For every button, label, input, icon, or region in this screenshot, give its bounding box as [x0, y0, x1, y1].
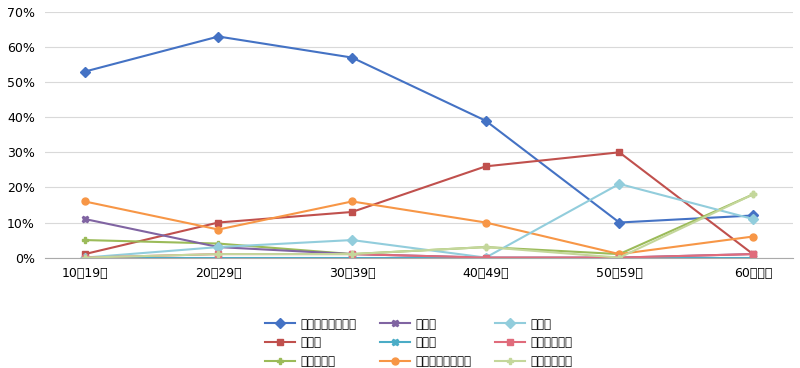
転　勤	[481, 164, 490, 169]
Line: 交通の利便性: 交通の利便性	[82, 251, 756, 261]
Legend: 就職・転職・転業, 転　勤, 退職・廣業, 就　学, 卒　業, 結婚・離婚・縁組, 住　宅, 交通の利便性, 生活の利便性: 就職・転職・転業, 転 勤, 退職・廣業, 就 学, 卒 業, 結婚・離婚・縁組…	[265, 318, 573, 368]
退職・廣業	[347, 252, 357, 256]
転　勤	[748, 252, 758, 256]
卒　業	[80, 255, 90, 260]
Line: 生活の利便性: 生活の利便性	[82, 191, 757, 261]
結婚・離婚・縁組	[214, 227, 223, 232]
転　勤	[80, 252, 90, 256]
卒　業	[347, 255, 357, 260]
交通の利便性	[614, 255, 624, 260]
就職・転職・転業	[748, 213, 758, 218]
住　宅	[614, 182, 624, 186]
就　学	[614, 255, 624, 260]
生活の利便性	[214, 252, 223, 256]
就職・転職・転業	[481, 118, 490, 123]
退職・廣業	[80, 238, 90, 242]
生活の利便性	[347, 252, 357, 256]
就職・転職・転業	[80, 70, 90, 74]
卒　業	[481, 255, 490, 260]
退職・廣業	[214, 241, 223, 246]
退職・廣業	[614, 252, 624, 256]
生活の利便性	[481, 245, 490, 249]
就職・転職・転業	[347, 55, 357, 60]
就　学	[347, 252, 357, 256]
結婚・離婚・縁組	[481, 220, 490, 225]
就　学	[80, 217, 90, 221]
Line: 卒　業: 卒 業	[82, 254, 757, 261]
Line: 転　勤: 転 勤	[82, 149, 757, 258]
交通の利便性	[347, 252, 357, 256]
住　宅	[347, 238, 357, 242]
結婚・離婚・縁組	[748, 234, 758, 239]
Line: 就　学: 就 学	[82, 216, 757, 261]
結婚・離婚・縁組	[347, 199, 357, 204]
Line: 退職・廣業: 退職・廣業	[82, 191, 757, 258]
Line: 住　宅: 住 宅	[82, 180, 757, 261]
交通の利便性	[481, 255, 490, 260]
結婚・離婚・縁組	[80, 199, 90, 204]
交通の利便性	[80, 255, 90, 260]
転　勤	[214, 220, 223, 225]
生活の利便性	[614, 255, 624, 260]
就　学	[214, 245, 223, 249]
就職・転職・転業	[214, 34, 223, 39]
卒　業	[614, 255, 624, 260]
就職・転職・転業	[614, 220, 624, 225]
生活の利便性	[748, 192, 758, 197]
生活の利便性	[80, 255, 90, 260]
就　学	[748, 252, 758, 256]
住　宅	[481, 255, 490, 260]
住　宅	[214, 245, 223, 249]
住　宅	[748, 217, 758, 221]
Line: 結婚・離婚・縁組: 結婚・離婚・縁組	[82, 198, 757, 258]
卒　業	[214, 255, 223, 260]
卒　業	[748, 255, 758, 260]
交通の利便性	[748, 252, 758, 256]
退職・廣業	[481, 245, 490, 249]
住　宅	[80, 255, 90, 260]
結婚・離婚・縁組	[614, 252, 624, 256]
就　学	[481, 255, 490, 260]
退職・廣業	[748, 192, 758, 197]
転　勤	[614, 150, 624, 155]
Line: 就職・転職・転業: 就職・転職・転業	[82, 33, 757, 226]
転　勤	[347, 210, 357, 214]
交通の利便性	[214, 252, 223, 256]
